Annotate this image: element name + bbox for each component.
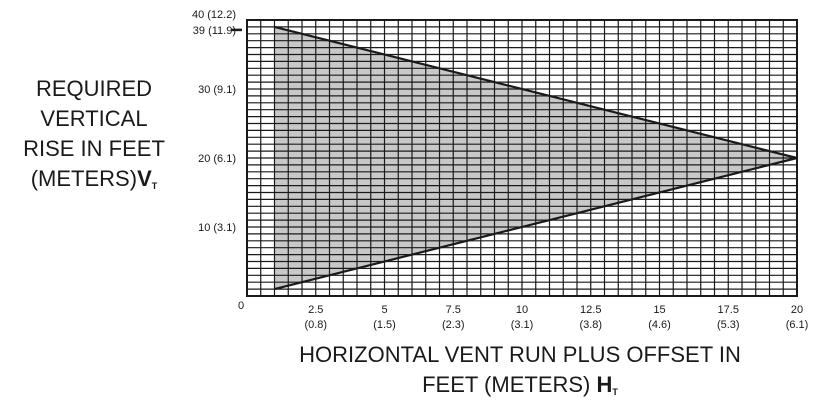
x-tick-sublabel: (4.6) bbox=[648, 319, 671, 331]
origin-label: 0 bbox=[238, 300, 244, 312]
x-tick-label: 12.5 bbox=[580, 304, 601, 316]
x-tick-label: 2.5 bbox=[308, 304, 323, 316]
y-axis-title-line-3: RISE IN FEET bbox=[23, 136, 165, 161]
y-tick-label: 39 (11.9) bbox=[193, 25, 236, 37]
upper-boundary-line bbox=[274, 25, 798, 160]
x-tick-label: 5 bbox=[381, 304, 387, 316]
y-tick-label: 30 (9.1) bbox=[198, 84, 236, 96]
y-axis-variable-letter: V bbox=[137, 166, 152, 191]
x-tick-sublabel: (0.8) bbox=[304, 319, 327, 331]
x-tick-sublabel: (2.3) bbox=[442, 319, 465, 331]
vent-rise-chart: 10 (3.1) 20 (6.1) 30 (9.1) 39 (11.9) 40 (12.… bbox=[192, 9, 809, 331]
x-tick-label: 7.5 bbox=[446, 304, 461, 316]
y-axis-title: REQUIRED VERTICAL RISE IN FEET (METERS)V… bbox=[0, 74, 188, 201]
x-axis-title: HORIZONTAL VENT RUN PLUS OFFSET IN FEET … bbox=[220, 340, 814, 407]
x-tick-sublabel: (3.8) bbox=[579, 319, 602, 331]
x-tick-label: 10 bbox=[516, 304, 528, 316]
y-tick-label: 40 (12.2) bbox=[192, 9, 236, 21]
x-axis-title-line-2: FEET (METERS) HT bbox=[220, 370, 814, 407]
x-tick-label: 17.5 bbox=[718, 304, 739, 316]
x-tick-label: 20 bbox=[791, 304, 803, 316]
y-axis-title-text: (METERS) bbox=[30, 166, 138, 191]
y-axis-variable-subscript: T bbox=[151, 181, 158, 191]
x-axis-variable-subscript: T bbox=[612, 387, 618, 397]
x-tick-sublabel: (3.1) bbox=[511, 319, 534, 331]
y-axis-variable: VT bbox=[137, 166, 157, 191]
y-tick-label: 10 (3.1) bbox=[198, 222, 236, 234]
x-axis-title-text: FEET (METERS) bbox=[422, 372, 591, 397]
lower-boundary-line bbox=[274, 156, 798, 291]
x-axis-title-line-1: HORIZONTAL VENT RUN PLUS OFFSET IN bbox=[299, 342, 741, 367]
x-axis-variable-letter: H bbox=[596, 372, 613, 397]
x-tick-label: 15 bbox=[653, 304, 665, 316]
y-axis-title-line-2: VERTICAL bbox=[40, 106, 148, 131]
x-tick-sublabel: (5.3) bbox=[717, 319, 740, 331]
y-axis-title-line-4: (METERS)VT bbox=[0, 164, 188, 201]
y-tick-label: 20 (6.1) bbox=[198, 153, 236, 165]
y-axis-title-line-1: REQUIRED bbox=[35, 76, 153, 101]
x-tick-sublabel: (6.1) bbox=[786, 319, 809, 331]
x-tick-sublabel: (1.5) bbox=[373, 319, 396, 331]
x-axis-variable: HT bbox=[597, 372, 618, 397]
